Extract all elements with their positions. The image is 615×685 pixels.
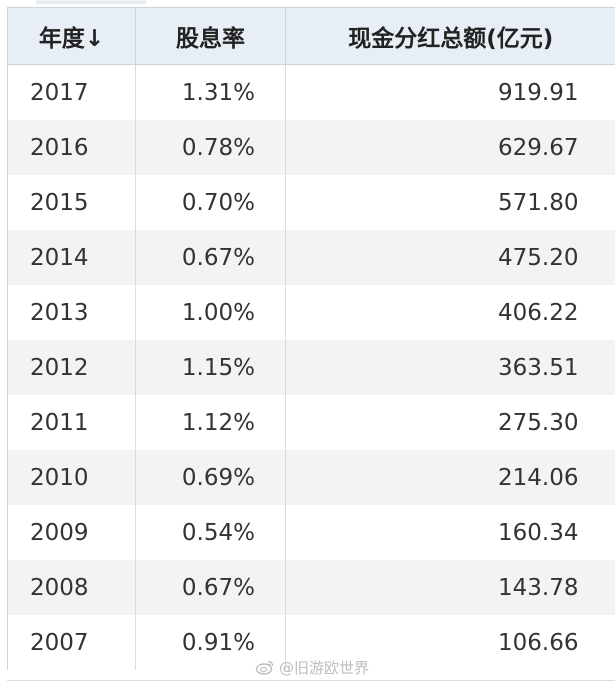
table-row: 2011 1.12% 275.30 — [7, 395, 615, 450]
table-row: 2009 0.54% 160.34 — [7, 505, 615, 560]
cell-cash-dividend-total: 160.34 — [285, 505, 615, 560]
column-header-dividend-yield[interactable]: 股息率 — [135, 7, 286, 65]
cell-cash-dividend-total: 406.22 — [285, 285, 615, 340]
cell-year: 2017 — [7, 64, 136, 120]
cell-cash-dividend-total: 214.06 — [285, 450, 615, 505]
cell-dividend-yield: 0.54% — [135, 505, 286, 560]
cell-cash-dividend-total: 363.51 — [285, 340, 615, 395]
cell-dividend-yield: 0.67% — [135, 560, 286, 615]
cell-dividend-yield: 1.12% — [135, 395, 286, 450]
table-row: 2012 1.15% 363.51 — [7, 340, 615, 395]
watermark-text: @旧游欧世界 — [279, 658, 370, 677]
cell-year: 2009 — [7, 505, 136, 560]
table-body: 2017 1.31% 919.91 2016 0.78% 629.67 2015 0.70% 5… — [7, 64, 615, 670]
cell-year: 2011 — [7, 395, 136, 450]
cell-cash-dividend-total: 143.78 — [285, 560, 615, 615]
cell-dividend-yield: 0.91% — [135, 615, 286, 670]
cell-cash-dividend-total: 475.20 — [285, 230, 615, 285]
cell-dividend-yield: 1.00% — [135, 285, 286, 340]
cell-cash-dividend-total: 106.66 — [285, 615, 615, 670]
table-row: 2013 1.00% 406.22 — [7, 285, 615, 340]
cropped-heading-fragment — [36, 0, 146, 4]
dividend-history-table: 年度↓ 股息率 现金分红总额(亿元) 2017 1.31% 919.91 2016 0.… — [7, 7, 615, 670]
table-row: 2015 0.70% 571.80 — [7, 175, 615, 230]
cell-year: 2014 — [7, 230, 136, 285]
cell-year: 2015 — [7, 175, 136, 230]
header-row: 年度↓ 股息率 现金分红总额(亿元) — [7, 7, 615, 65]
cell-year: 2013 — [7, 285, 136, 340]
cell-dividend-yield: 1.31% — [135, 64, 286, 120]
cell-year: 2010 — [7, 450, 136, 505]
table-row: 2010 0.69% 214.06 — [7, 450, 615, 505]
cell-dividend-yield: 0.70% — [135, 175, 286, 230]
cell-year: 2012 — [7, 340, 136, 395]
table-row: 2007 0.91% 106.66 — [7, 615, 615, 670]
cell-dividend-yield: 0.67% — [135, 230, 286, 285]
cell-cash-dividend-total: 629.67 — [285, 120, 615, 175]
cell-dividend-yield: 1.15% — [135, 340, 286, 395]
cell-dividend-yield: 0.69% — [135, 450, 286, 505]
cell-year: 2007 — [7, 615, 136, 670]
table-bottom-border — [7, 680, 615, 681]
table-row: 2008 0.67% 143.78 — [7, 560, 615, 615]
column-header-year[interactable]: 年度↓ — [7, 7, 136, 65]
cell-year: 2008 — [7, 560, 136, 615]
table-row: 2014 0.67% 475.20 — [7, 230, 615, 285]
cell-cash-dividend-total: 275.30 — [285, 395, 615, 450]
column-header-cash-dividend-total[interactable]: 现金分红总额(亿元) — [285, 7, 615, 65]
table-header: 年度↓ 股息率 现金分红总额(亿元) — [7, 7, 615, 65]
cell-dividend-yield: 0.78% — [135, 120, 286, 175]
table-row: 2016 0.78% 629.67 — [7, 120, 615, 175]
table-row: 2017 1.31% 919.91 — [7, 64, 615, 120]
cell-year: 2016 — [7, 120, 136, 175]
cell-cash-dividend-total: 571.80 — [285, 175, 615, 230]
cell-cash-dividend-total: 919.91 — [285, 64, 615, 120]
watermark: @旧游欧世界 — [255, 657, 369, 677]
weibo-icon — [255, 660, 274, 675]
cropped-top-strip — [0, 0, 615, 7]
